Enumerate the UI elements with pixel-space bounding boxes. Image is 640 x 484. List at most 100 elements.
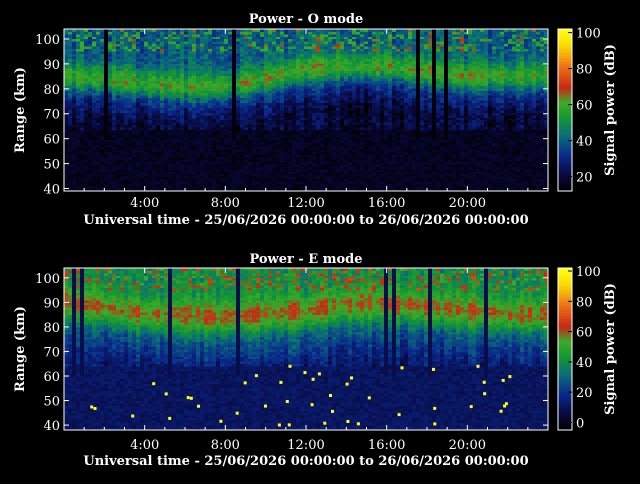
- heatmap-cell: [272, 100, 277, 104]
- heatmap-cell: [220, 73, 225, 77]
- heatmap-cell: [200, 137, 205, 140]
- heatmap-cell: [128, 29, 133, 32]
- heatmap-cell: [116, 80, 121, 84]
- heatmap-cell: [252, 110, 257, 113]
- heatmap-cell: [148, 60, 153, 64]
- heatmap-cell: [288, 137, 293, 140]
- heatmap-cell: [216, 139, 221, 143]
- heatmap-cell: [92, 78, 97, 81]
- heatmap-cell: [124, 139, 129, 143]
- heatmap-cell: [112, 176, 117, 180]
- heatmap-cell: [248, 171, 253, 175]
- heatmap-cell: [208, 75, 213, 79]
- heatmap-cell: [280, 119, 285, 123]
- heatmap-cell: [156, 181, 161, 185]
- heatmap-cell: [332, 164, 337, 167]
- heatmap-cell: [172, 188, 177, 192]
- heatmap-cell: [244, 114, 249, 118]
- heatmap-cell: [200, 117, 205, 121]
- heatmap-cell: [192, 156, 197, 160]
- heatmap-cell: [308, 119, 313, 123]
- heatmap-cell: [228, 156, 233, 160]
- heatmap-cell: [112, 137, 117, 140]
- heatmap-cell: [80, 178, 85, 182]
- heatmap-cell: [348, 181, 353, 185]
- heatmap-cell: [352, 102, 357, 106]
- heatmap-cell: [96, 43, 101, 47]
- heatmap-cell: [192, 154, 197, 158]
- heatmap-cell: [84, 29, 89, 32]
- heatmap-cell: [192, 83, 197, 86]
- heatmap-cell: [84, 161, 89, 165]
- heatmap-cell: [236, 114, 241, 118]
- heatmap-cell: [84, 181, 89, 185]
- heatmap-cell: [272, 129, 277, 133]
- heatmap-cell: [252, 56, 257, 59]
- heatmap-cell: [140, 68, 145, 72]
- heatmap-cell: [184, 78, 189, 81]
- heatmap-cell: [152, 159, 157, 162]
- heatmap-cell: [92, 144, 97, 148]
- heatmap-cell: [252, 176, 257, 180]
- heatmap-cell: [312, 97, 317, 101]
- heatmap-cell: [224, 139, 229, 143]
- heatmap-cell: [88, 149, 93, 153]
- heatmap-cell: [288, 161, 293, 165]
- heatmap-cell: [140, 33, 145, 37]
- heatmap-cell: [348, 38, 353, 42]
- heatmap-cell: [88, 137, 93, 140]
- heatmap-cell: [200, 166, 205, 170]
- heatmap-cell: [172, 112, 177, 116]
- heatmap-cell: [232, 60, 237, 64]
- heatmap-cell: [156, 60, 161, 64]
- heatmap-cell: [188, 161, 193, 165]
- heatmap-cell: [192, 70, 197, 74]
- heatmap-cell: [164, 168, 169, 172]
- heatmap-cell: [208, 168, 213, 172]
- heatmap-cell: [80, 151, 85, 155]
- heatmap-cell: [168, 51, 173, 54]
- heatmap-cell: [220, 60, 225, 64]
- heatmap-cell: [164, 87, 169, 91]
- heatmap-cell: [80, 122, 85, 126]
- heatmap-cell: [224, 41, 229, 45]
- heatmap-cell: [272, 97, 277, 101]
- heatmap-cell: [84, 105, 89, 108]
- heatmap-cell: [352, 110, 357, 113]
- heatmap-cell: [152, 186, 157, 189]
- heatmap-cell: [224, 51, 229, 54]
- heatmap-cell: [340, 171, 345, 175]
- heatmap-cell: [248, 139, 253, 143]
- heatmap-cell: [160, 127, 165, 131]
- heatmap-cell: [196, 107, 201, 111]
- heatmap-cell: [176, 105, 181, 108]
- heatmap-cell: [360, 183, 365, 187]
- heatmap-cell: [196, 181, 201, 185]
- heatmap-cell: [200, 181, 205, 185]
- heatmap-cell: [208, 68, 213, 72]
- heatmap-cell: [264, 105, 269, 108]
- heatmap-cell: [328, 173, 333, 177]
- heatmap-cell: [240, 85, 245, 89]
- heatmap-cell: [284, 144, 289, 148]
- heatmap-cell: [256, 151, 261, 155]
- heatmap-cell: [140, 92, 145, 96]
- heatmap-cell: [248, 29, 253, 32]
- heatmap-cell: [260, 144, 265, 148]
- heatmap-cell: [140, 53, 145, 57]
- heatmap-cell: [244, 51, 249, 54]
- heatmap-cell: [104, 137, 109, 140]
- heatmap-cell: [76, 178, 81, 182]
- heatmap-cell: [200, 105, 205, 108]
- heatmap-cell: [76, 60, 81, 64]
- heatmap-cell: [260, 87, 265, 91]
- heatmap-cell: [120, 92, 125, 96]
- heatmap-cell: [312, 68, 317, 72]
- heatmap-cell: [332, 114, 337, 118]
- heatmap-cell: [196, 161, 201, 165]
- heatmap-cell: [336, 171, 341, 175]
- heatmap-cell: [128, 92, 133, 96]
- heatmap-cell: [292, 41, 297, 45]
- heatmap-cell: [320, 112, 325, 116]
- heatmap-cell: [336, 97, 341, 101]
